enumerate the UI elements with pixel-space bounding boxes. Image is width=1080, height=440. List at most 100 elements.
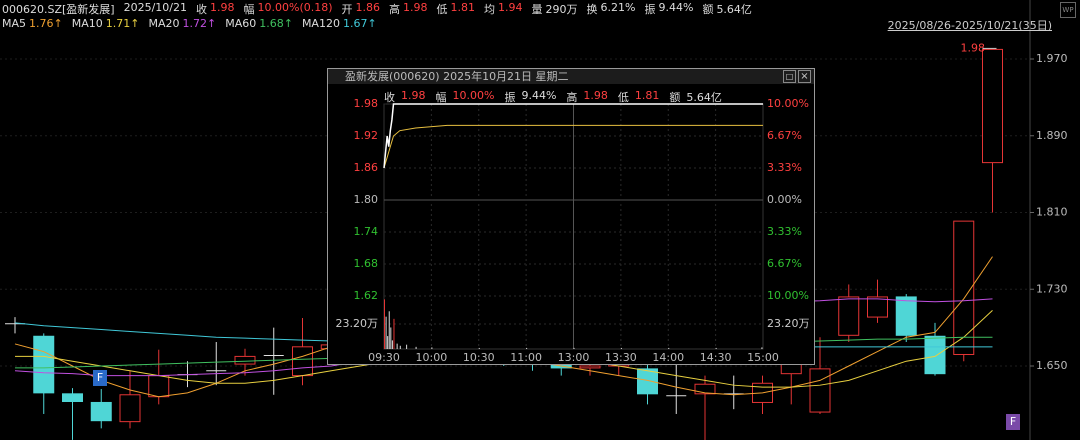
quote-item: 振 9.44% (644, 1, 693, 17)
ma-item: MA20 1.72↑ (148, 17, 216, 30)
quote-item: 量 290万 (532, 1, 578, 17)
ma-name: MA5 (2, 17, 27, 30)
quote-value: 1.81 (450, 1, 476, 14)
quote-label: 幅 (243, 3, 255, 16)
candle-body (637, 368, 658, 395)
info-value: 10.00% (452, 89, 495, 102)
time-label: 10:30 (463, 351, 495, 364)
y-tick-label: 1.730 (1036, 282, 1068, 295)
info-item: 幅 10.00% (436, 89, 495, 105)
quote-label: 振 (644, 3, 656, 16)
candle-body (924, 335, 946, 375)
pct-tick-label: 10.00% (767, 289, 809, 302)
y-tick-label: 1.890 (1036, 129, 1068, 142)
ma-value: 1.71↑ (105, 17, 140, 30)
candle-body (292, 346, 313, 377)
candle-body (838, 296, 860, 336)
quote-label: 收 (196, 3, 207, 16)
candle-body (953, 220, 975, 355)
ma-legend: MA5 1.76↑ MA10 1.71↑ MA20 1.72↑ MA60 1.68↑ MA120… (2, 17, 377, 30)
info-item: 低 1.81 (618, 89, 660, 105)
time-label: 10:00 (416, 351, 448, 364)
pct-tick-label: 10.00% (767, 97, 809, 110)
intraday-popup: 盈新发展(000620) 2025年10月21日 星期二 □ × 收 1.98 幅 1… (327, 68, 815, 365)
badge-label: F (1010, 415, 1016, 428)
pct-tick-label: 3.33% (767, 161, 802, 174)
close-button[interactable]: × (798, 70, 811, 83)
candle-body (982, 48, 1003, 164)
quote-value: 10.00%(0.18) (257, 1, 333, 14)
time-label: 13:30 (605, 351, 637, 364)
quote-label: 2025/10/21 (123, 1, 187, 14)
quote-value: 290万 (545, 3, 578, 16)
info-item: 振 9.44% (504, 89, 556, 105)
time-label: 09:30 (368, 351, 400, 364)
pct-tick-label: 3.33% (767, 225, 802, 238)
candle-body (579, 365, 601, 369)
ma-name: MA60 (225, 17, 257, 30)
quote-bar: 000620.SZ[盈新发展] 2025/10/21 收 1.98 幅 10.00%(0.… (2, 1, 752, 17)
price-tick-label: 1.92 (354, 129, 379, 142)
ma-name: MA120 (301, 17, 340, 30)
price-tick-label: 1.98 (354, 97, 379, 110)
quote-item: 高 1.98 (389, 1, 428, 17)
price-tick-label: 1.80 (354, 193, 379, 206)
ma-name: MA10 (71, 17, 103, 30)
candle-body (694, 383, 716, 395)
info-label: 额 (669, 91, 681, 104)
high-label: 1.98 (961, 41, 986, 54)
badge (93, 370, 107, 386)
quote-value: 1.98 (403, 1, 428, 14)
quote-item: 低 1.81 (437, 1, 476, 17)
price-tick-label: 1.62 (354, 289, 379, 302)
info-label: 振 (504, 91, 516, 104)
info-value: 1.98 (583, 89, 608, 102)
candle-body (867, 296, 888, 318)
y-tick-label: 1.810 (1036, 206, 1068, 219)
candle-body (780, 363, 802, 375)
ma-item: MA120 1.67↑ (302, 17, 377, 30)
quote-label: 换 (586, 3, 598, 16)
quote-item: 收 1.98 (196, 1, 235, 17)
candle-body (234, 355, 256, 365)
quote-value: 1.86 (355, 1, 381, 14)
info-value: 9.44% (521, 89, 557, 102)
candle-body (148, 375, 170, 398)
info-label: 高 (566, 91, 578, 104)
toolbar-icon[interactable]: WP (1060, 2, 1076, 18)
time-label: 11:00 (510, 351, 542, 364)
info-value: 1.81 (634, 89, 660, 102)
time-label: 14:30 (700, 351, 732, 364)
candle-body (119, 394, 141, 423)
y-tick-label: 1.970 (1036, 52, 1068, 65)
average-line (383, 124, 763, 169)
popup-info: 收 1.98 幅 10.00% 振 9.44% 高 1.98 低 1.81 额 5.64亿 (384, 89, 722, 105)
price-tick-label: 1.86 (354, 161, 379, 174)
info-value: 5.64亿 (686, 91, 722, 104)
date-range[interactable]: 2025/08/26-2025/10/21(35日) (887, 19, 1052, 32)
quote-value: 1.98 (210, 1, 235, 14)
info-item: 高 1.98 (566, 89, 608, 105)
quote-item: 开 1.86 (342, 1, 381, 17)
quote-label: 均 (484, 3, 496, 16)
time-label: 14:00 (652, 351, 684, 364)
ma-item: MA60 1.68↑ (225, 17, 293, 30)
quote-item: 幅 10.00%(0.18) (244, 1, 333, 17)
volume-tick-label: 23.20万 (336, 317, 379, 330)
candle-body (90, 401, 112, 422)
time-label: 15:00 (747, 351, 779, 364)
info-item: 收 1.98 (384, 89, 426, 105)
badge (1006, 414, 1020, 430)
volume-tick-label: 23.20万 (767, 317, 810, 330)
info-label: 低 (617, 91, 629, 104)
candle-body (33, 335, 55, 394)
quote-value: 1.94 (498, 1, 523, 14)
candle-body (895, 296, 917, 336)
ma-value: 1.76↑ (29, 17, 63, 30)
price-tick-label: 1.74 (354, 225, 379, 238)
maximize-button[interactable]: □ (783, 70, 796, 83)
candle-body (62, 393, 83, 402)
quote-label: 量 (531, 3, 543, 16)
time-label: 13:00 (558, 351, 590, 364)
